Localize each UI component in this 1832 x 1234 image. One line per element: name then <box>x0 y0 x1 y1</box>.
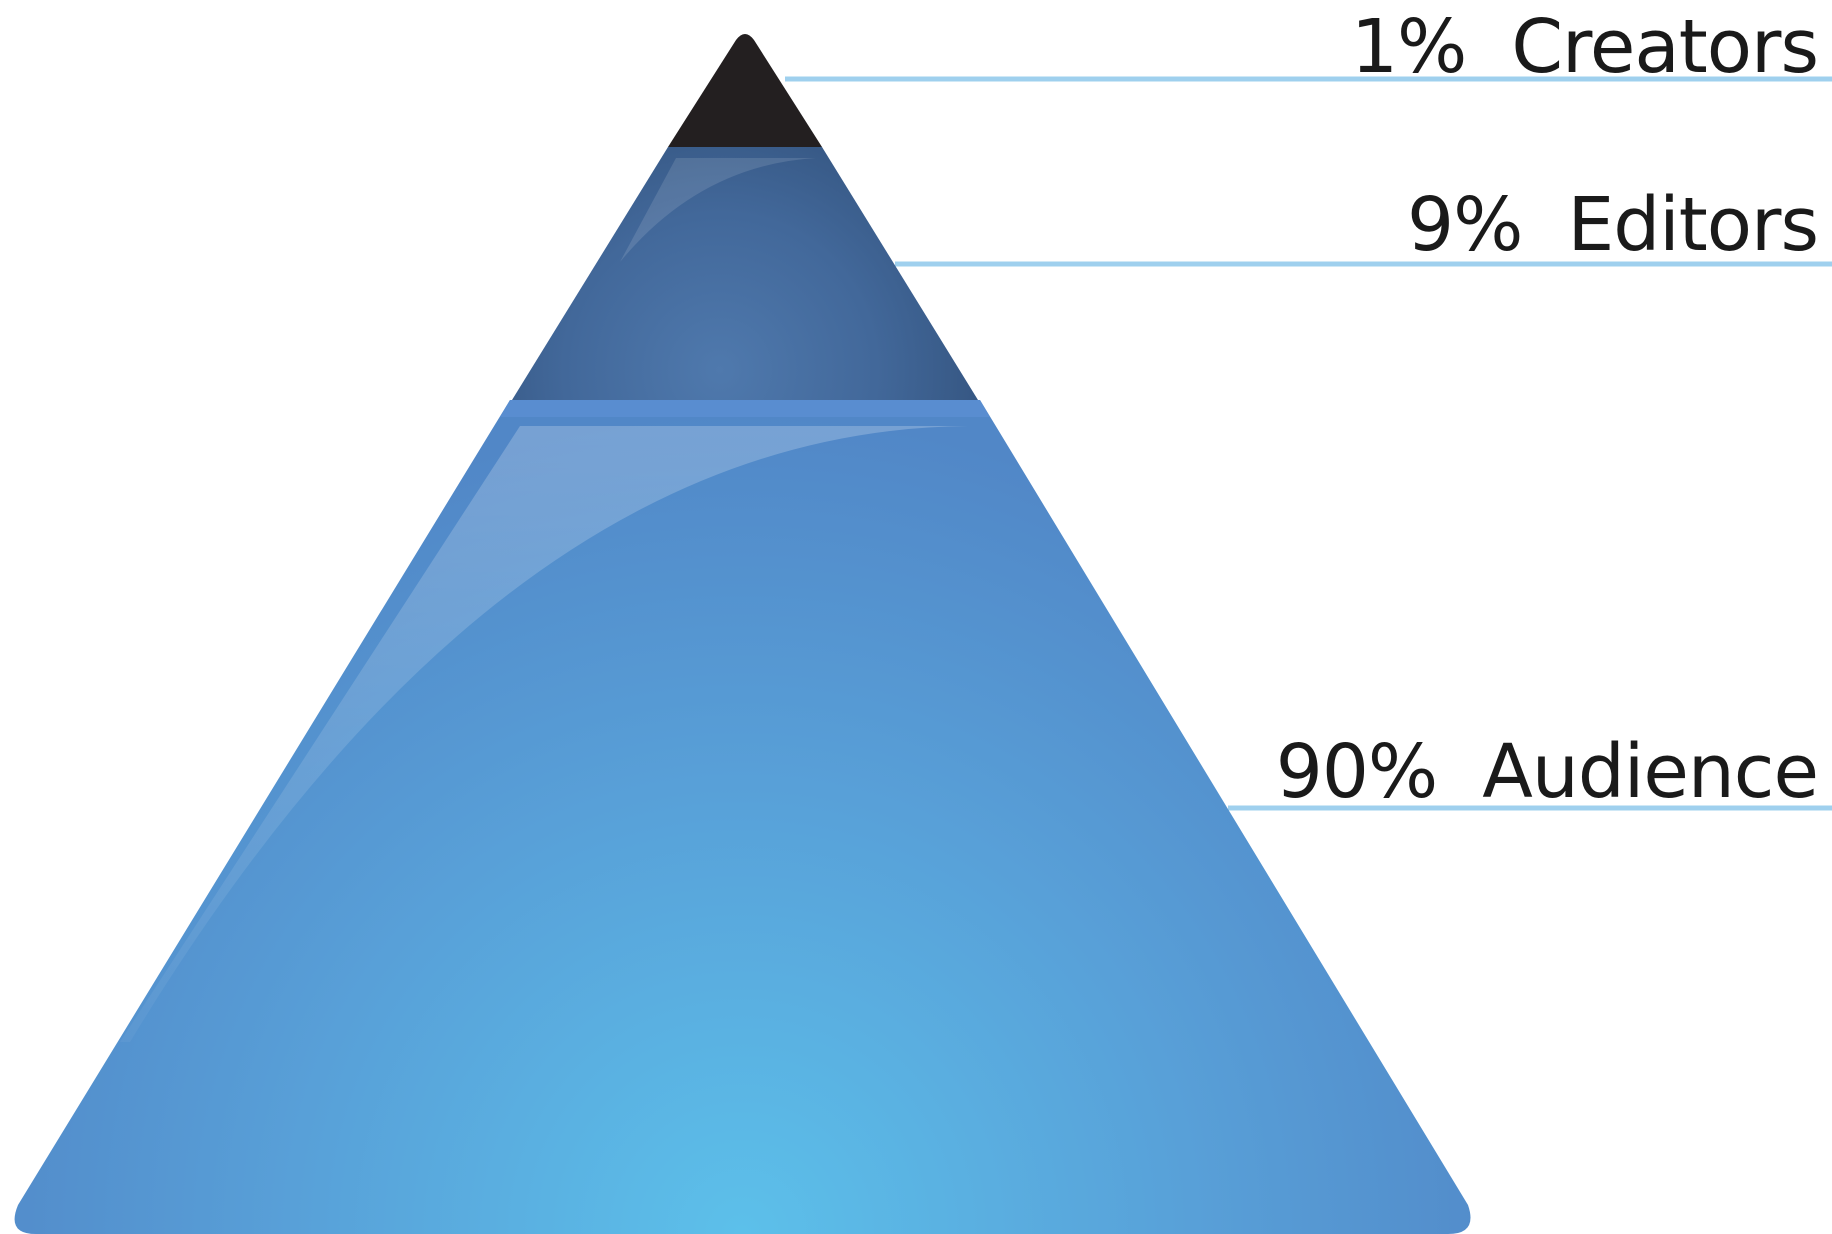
audience-tier <box>14 400 1471 1234</box>
label-gap <box>1466 4 1511 90</box>
audience-name: Audience <box>1482 729 1818 815</box>
creators-percent: 1% <box>1351 4 1466 90</box>
editors-percent: 9% <box>1407 182 1522 268</box>
editors-tier <box>512 147 978 400</box>
audience-percent: 90% <box>1276 729 1437 815</box>
creators-name: Creators <box>1511 4 1818 90</box>
label-gap <box>1437 729 1482 815</box>
audience-label: 90% Audience <box>1276 729 1818 815</box>
creators-tier <box>668 34 822 147</box>
audience-gloss-highlight <box>120 426 968 1042</box>
editors-label: 9% Editors <box>1407 182 1818 268</box>
creators-label: 1% Creators <box>1351 4 1818 90</box>
editors-name: Editors <box>1567 182 1818 268</box>
label-gap <box>1522 182 1567 268</box>
editors-gloss-highlight <box>620 158 816 262</box>
